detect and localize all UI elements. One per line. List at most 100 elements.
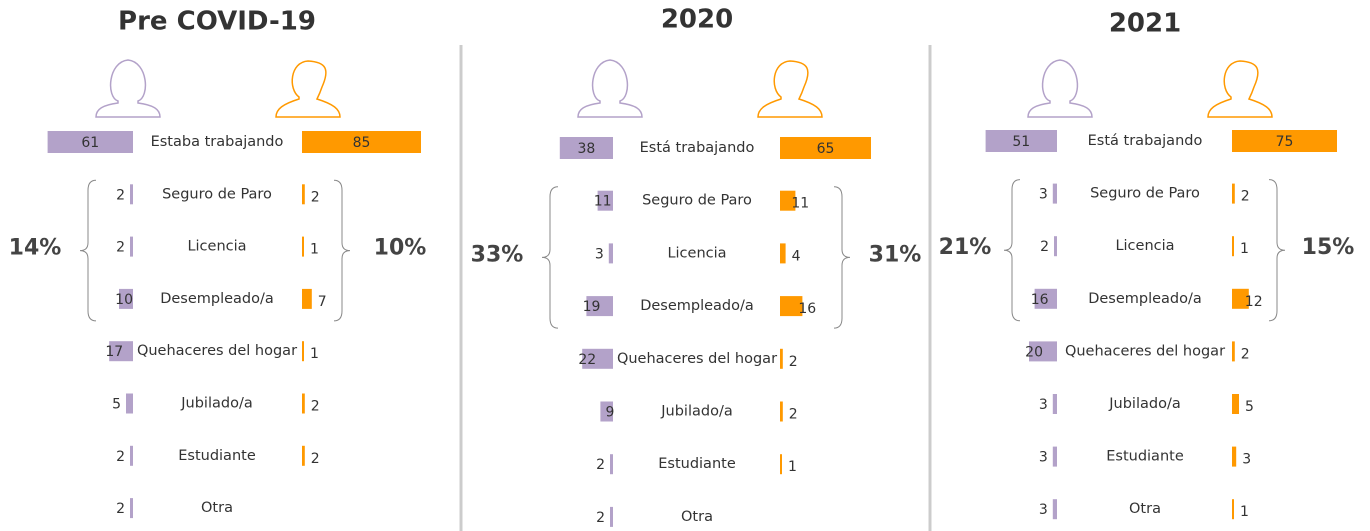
value-label: 3	[1039, 187, 1048, 203]
value-label: 38	[577, 141, 595, 157]
value-label: 2	[311, 451, 320, 467]
value-label: 16	[1031, 292, 1049, 308]
value-label: 61	[81, 135, 99, 151]
value-label: 2	[1241, 346, 1250, 362]
bracket-percent: 10%	[374, 236, 427, 261]
female-bar	[1029, 341, 1057, 362]
male-bar	[1232, 236, 1234, 257]
category-label: Quehaceres del hogar	[617, 351, 777, 367]
person-icon	[95, 59, 161, 118]
category-label: Desempleado/a	[160, 291, 274, 307]
male-bar	[302, 445, 305, 466]
value-label: 85	[353, 135, 371, 151]
value-label: 10	[115, 292, 133, 308]
value-label: 3	[1039, 450, 1048, 466]
category-label: Otra	[201, 500, 233, 516]
value-label: 4	[792, 248, 801, 264]
value-label: 2	[789, 354, 798, 370]
value-label: 22	[578, 352, 596, 368]
male-bar	[1232, 394, 1239, 414]
category-label: Estaba trabajando	[151, 134, 284, 150]
category-label: Jubilado/a	[180, 396, 252, 412]
person-icon	[757, 60, 823, 118]
category-label: Otra	[681, 509, 713, 525]
female-bar	[582, 348, 613, 369]
brace	[1003, 179, 1021, 322]
value-label: 1	[1240, 504, 1249, 520]
category-label: Quehaceres del hogar	[137, 343, 297, 359]
value-label: 17	[105, 344, 123, 360]
male-bar	[1232, 446, 1237, 467]
bracket-percent: 15%	[1302, 235, 1355, 260]
female-bar	[610, 454, 613, 475]
male-bar	[780, 137, 871, 159]
value-label: 2	[116, 187, 125, 203]
male-bar	[1232, 288, 1249, 309]
female-bar	[1054, 236, 1057, 257]
category-label: Desempleado/a	[1088, 291, 1202, 307]
value-label: 20	[1025, 344, 1043, 360]
female-bar	[1034, 288, 1057, 309]
value-label: 5	[112, 397, 121, 413]
male-bar	[1232, 130, 1337, 152]
brace	[79, 179, 97, 322]
female-bar	[109, 341, 133, 362]
female-bar	[47, 131, 133, 153]
category-label: Está trabajando	[1088, 133, 1203, 149]
value-label: 9	[605, 405, 614, 421]
category-label: Desempleado/a	[640, 298, 754, 314]
category-label: Seguro de Paro	[642, 193, 752, 209]
value-label: 2	[1241, 189, 1250, 205]
category-label: Jubilado/a	[660, 404, 732, 420]
male-bar	[302, 341, 304, 362]
male-bar	[780, 454, 782, 475]
female-bar	[597, 190, 613, 211]
person-icon	[1207, 60, 1273, 118]
value-label: 11	[791, 196, 809, 212]
person-icon	[577, 59, 643, 118]
bracket-percent: 31%	[869, 242, 922, 267]
bracket-percent: 33%	[471, 242, 524, 267]
female-bar	[130, 498, 133, 519]
category-label: Licencia	[1115, 238, 1174, 254]
female-bar	[126, 393, 133, 414]
value-label: 75	[1276, 134, 1294, 150]
bracket-percent: 14%	[9, 236, 62, 261]
value-label: 51	[1012, 134, 1030, 150]
female-bar	[1052, 499, 1057, 520]
value-label: 19	[583, 299, 601, 315]
value-label: 1	[788, 459, 797, 475]
value-label: 5	[1245, 399, 1254, 415]
brace	[1268, 179, 1286, 322]
value-label: 11	[594, 194, 612, 210]
value-label: 2	[596, 457, 605, 473]
female-bar	[610, 506, 613, 527]
female-bar	[559, 137, 613, 159]
value-label: 2	[116, 240, 125, 256]
female-bar	[586, 296, 613, 317]
female-bar	[119, 288, 133, 309]
male-bar	[780, 401, 783, 422]
female-bar	[985, 130, 1057, 152]
male-bar	[302, 236, 304, 257]
person-icon	[275, 60, 341, 118]
category-label: Licencia	[187, 239, 246, 255]
value-label: 1	[1240, 241, 1249, 257]
category-label: Jubilado/a	[1108, 396, 1180, 412]
category-label: Estudiante	[178, 448, 256, 464]
value-label: 12	[1245, 294, 1263, 310]
male-bar	[780, 296, 803, 317]
value-label: 16	[798, 301, 816, 317]
category-label: Está trabajando	[640, 140, 755, 156]
value-label: 3	[1242, 452, 1251, 468]
male-bar	[302, 131, 421, 153]
panel-title: 2021	[1109, 9, 1181, 39]
male-bar	[302, 288, 312, 309]
male-bar	[1232, 499, 1234, 520]
value-label: 7	[318, 294, 327, 310]
value-label: 2	[311, 399, 320, 415]
panel-title: 2020	[661, 5, 733, 35]
female-bar	[1052, 446, 1057, 467]
value-label: 2	[596, 510, 605, 526]
